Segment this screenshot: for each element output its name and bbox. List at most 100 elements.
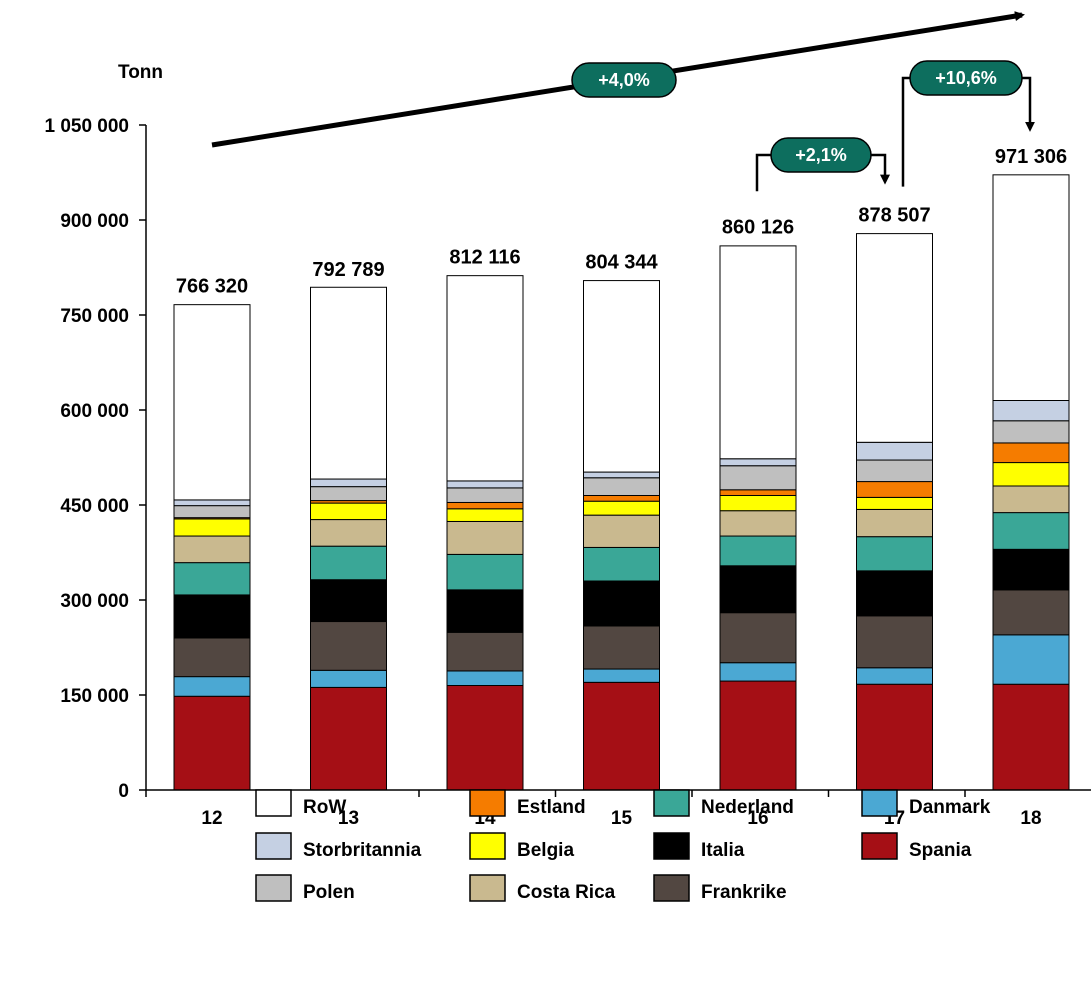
x-tick-label: 12 <box>201 808 222 829</box>
legend-swatch <box>255 874 292 902</box>
legend-label: Polen <box>303 882 355 903</box>
bar-segment <box>173 499 251 507</box>
bar-segment <box>173 562 251 596</box>
bar-segment <box>719 245 797 460</box>
y-tick-label: 450 000 <box>60 496 129 517</box>
x-tick-label: 13 <box>338 808 359 829</box>
y-tick-label: 600 000 <box>60 401 129 422</box>
annotations: +4,0% +2,1% +10,6% <box>211 11 1035 192</box>
bar-segment <box>583 625 660 670</box>
bar-segment <box>310 486 387 502</box>
bar-segment <box>856 536 933 572</box>
bar-segment <box>856 570 933 617</box>
bar-segment <box>310 579 387 623</box>
change-badge <box>909 60 1023 96</box>
bar-segment <box>992 512 1070 550</box>
bar-segment <box>446 670 524 687</box>
bar-segment <box>719 458 797 467</box>
bar-segment <box>992 634 1070 685</box>
bar-segment <box>446 487 524 503</box>
bar-segment <box>992 400 1070 422</box>
bar-segment <box>856 508 933 538</box>
y-tick-label: 1 050 000 <box>44 116 129 137</box>
bar-segment <box>719 465 797 491</box>
bar-segment <box>446 275 524 482</box>
bar-segment <box>583 668 660 683</box>
bar-segment <box>583 580 660 627</box>
bar-segment <box>856 683 933 791</box>
change-badge-label: +2,1% <box>795 145 847 165</box>
bar-segment <box>992 462 1070 487</box>
bar-segment <box>719 489 797 496</box>
bar-segment <box>446 685 524 791</box>
change-badge-label: +10,6% <box>935 68 997 88</box>
bar-segment <box>446 508 524 522</box>
legend-label: Storbritannia <box>303 840 422 861</box>
bar-segment <box>173 695 251 791</box>
bar-segment <box>446 501 524 510</box>
legend-swatch <box>469 789 506 817</box>
legend-swatch <box>653 832 690 860</box>
bar-segment <box>856 496 933 510</box>
bar-segment <box>173 505 251 519</box>
legend-label: Estland <box>517 797 586 818</box>
bars: 766 320 792 789 812 116 804 344 860 126 878 5… <box>173 146 1070 791</box>
bar-segment <box>310 545 387 581</box>
bar-segment <box>583 681 660 791</box>
bar-segment <box>310 686 387 791</box>
y-tick-label: 150 000 <box>60 686 129 707</box>
bar-segment <box>992 442 1070 464</box>
bar-segment <box>992 485 1070 514</box>
legend-label: Danmark <box>909 797 991 818</box>
legend-label: Frankrike <box>701 882 787 903</box>
bar-segment <box>992 174 1070 401</box>
bar-segment <box>583 546 660 582</box>
bar-segment <box>310 478 387 488</box>
bar-segment <box>310 621 387 671</box>
bar-segment <box>173 594 251 639</box>
total-label: 804 344 <box>585 252 658 274</box>
y-axis: 0 150 000 300 000 450 000 600 000 750 000 900 … <box>44 116 147 802</box>
x-tick-label: 16 <box>747 808 768 829</box>
bar-segment <box>446 520 524 555</box>
bar-segment <box>856 233 933 443</box>
bar-segment <box>583 495 660 502</box>
bar-segment <box>310 669 387 688</box>
legend-swatch <box>255 789 292 817</box>
bar-segment <box>583 471 660 479</box>
legend: RoW Estland Nederland Danmark Storbritannia B… <box>255 789 991 903</box>
y-axis-label: Tonn <box>118 62 163 83</box>
bar-segment <box>719 680 797 791</box>
bar-segment <box>446 480 524 489</box>
total-label: 860 126 <box>722 216 794 238</box>
bar-segment <box>310 502 387 521</box>
bar-segment <box>583 280 660 473</box>
bar-segment <box>992 420 1070 444</box>
y-tick-label: 300 000 <box>60 591 129 612</box>
legend-swatch <box>861 789 898 817</box>
legend-label: Italia <box>701 840 745 861</box>
total-label: 792 789 <box>312 259 384 281</box>
bar-segment <box>310 519 387 547</box>
legend-swatch <box>255 832 292 860</box>
legend-label: Spania <box>909 840 972 861</box>
bar-segment <box>856 667 933 685</box>
legend-swatch <box>861 832 898 860</box>
y-tick-label: 750 000 <box>60 306 129 327</box>
x-tick-label: 18 <box>1020 808 1041 829</box>
legend-swatch <box>653 789 690 817</box>
legend-label: Costa Rica <box>517 882 616 903</box>
bar-segment <box>173 676 251 697</box>
total-label: 812 116 <box>449 247 520 269</box>
bar-segment <box>992 589 1070 636</box>
total-label: 766 320 <box>176 276 248 298</box>
bar-segment <box>173 518 251 537</box>
legend-swatch <box>469 874 506 902</box>
legend-swatch <box>653 874 690 902</box>
bar-segment <box>310 286 387 480</box>
bar-segment <box>173 304 251 501</box>
bar-segment <box>856 441 933 461</box>
total-label: 878 507 <box>858 205 930 227</box>
change-badge-label: +4,0% <box>598 70 650 90</box>
